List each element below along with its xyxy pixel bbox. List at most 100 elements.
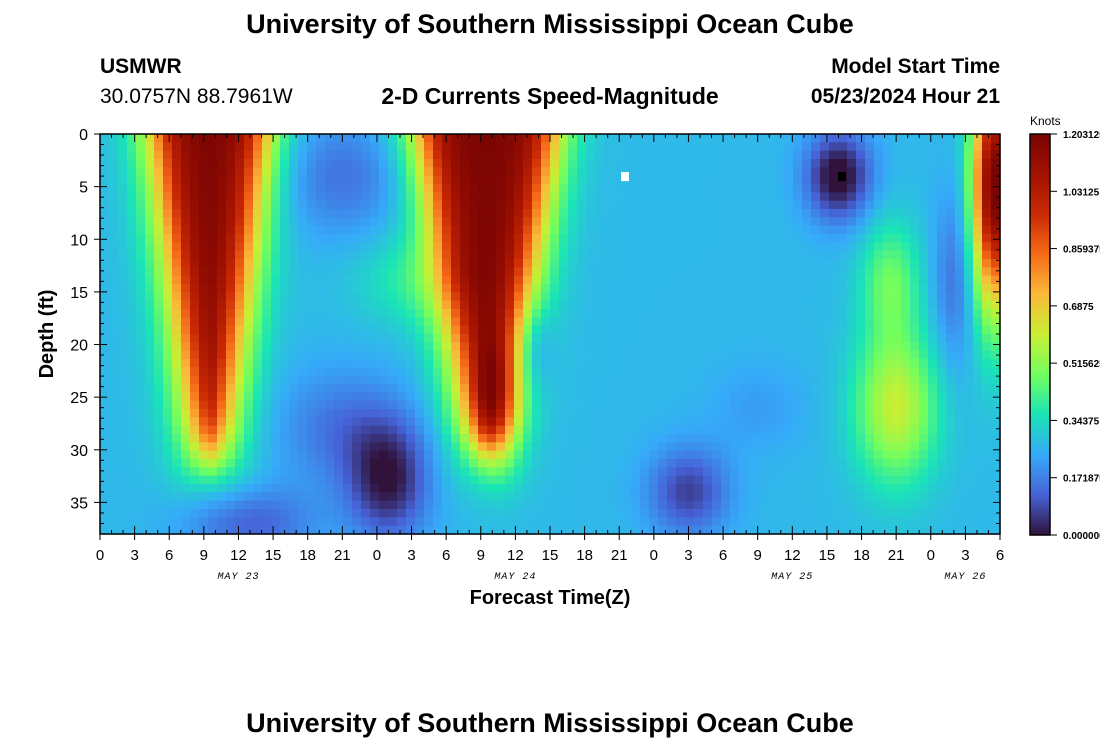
heatmap-cell — [604, 300, 614, 310]
heatmap-cell — [865, 309, 875, 318]
heatmap-cell — [973, 225, 983, 235]
heatmap-cell — [253, 234, 263, 243]
heatmap-cell — [640, 142, 650, 152]
heatmap-cell — [910, 450, 920, 460]
heatmap-cell — [316, 309, 326, 318]
heatmap-cell — [460, 334, 470, 343]
heatmap-cell — [883, 200, 893, 210]
heatmap-cell — [874, 134, 884, 143]
heatmap-cell — [811, 467, 821, 477]
heatmap-cell — [640, 200, 650, 210]
heatmap-cell — [100, 517, 110, 527]
heatmap-cell — [820, 309, 830, 318]
heatmap-cell — [505, 250, 515, 260]
heatmap-cell — [550, 517, 560, 527]
heatmap-cell — [595, 192, 605, 202]
heatmap-cell — [622, 417, 632, 427]
heatmap-cell — [145, 392, 155, 402]
heatmap-cell — [280, 300, 290, 310]
heatmap-cell — [361, 167, 371, 177]
heatmap-cell — [442, 384, 452, 393]
heatmap-cell — [595, 209, 605, 218]
heatmap-cell — [856, 450, 866, 460]
heatmap-cell — [973, 400, 983, 410]
heatmap-cell — [640, 209, 650, 218]
heatmap-cell — [703, 325, 713, 335]
heatmap-cell — [955, 134, 965, 143]
heatmap-cell — [460, 450, 470, 460]
heatmap-cell — [469, 242, 479, 252]
heatmap-cell — [946, 242, 956, 252]
heatmap-cell — [937, 417, 947, 427]
heatmap-cell — [676, 425, 686, 435]
heatmap-cell — [505, 475, 515, 485]
heatmap-cell — [172, 225, 182, 235]
heatmap-cell — [487, 142, 497, 152]
heatmap-cell — [667, 275, 677, 285]
heatmap-cell — [406, 217, 416, 227]
heatmap-cell — [658, 459, 668, 468]
heatmap-cell — [541, 134, 551, 143]
heatmap-cell — [433, 392, 443, 402]
heatmap-cell — [307, 134, 317, 143]
heatmap-cell — [721, 509, 731, 518]
heatmap-cell — [568, 250, 578, 260]
heatmap-cell — [586, 384, 596, 393]
heatmap-cell — [955, 325, 965, 335]
heatmap-cell — [280, 325, 290, 335]
heatmap-cell — [541, 234, 551, 243]
heatmap-cell — [136, 500, 146, 510]
heatmap-cell — [460, 459, 470, 468]
heatmap-cell — [847, 467, 857, 477]
heatmap-cell — [622, 384, 632, 393]
heatmap-cell — [442, 500, 452, 510]
heatmap-cell — [865, 242, 875, 252]
heatmap-cell — [568, 442, 578, 452]
heatmap-cell — [613, 350, 623, 360]
heatmap-cell — [136, 159, 146, 168]
heatmap-cell — [163, 275, 173, 285]
heatmap-cell — [694, 309, 704, 318]
heatmap-cell — [802, 450, 812, 460]
heatmap-cell — [316, 275, 326, 285]
heatmap-cell — [964, 392, 974, 402]
heatmap-cell — [352, 300, 362, 310]
heatmap-cell — [820, 292, 830, 302]
heatmap-cell — [559, 284, 569, 293]
heatmap-cell — [550, 400, 560, 410]
heatmap-cell — [919, 134, 929, 143]
heatmap-cell — [424, 209, 434, 218]
heatmap-cell — [523, 450, 533, 460]
heatmap-cell — [550, 175, 560, 185]
heatmap-cell — [829, 317, 839, 327]
heatmap-cell — [370, 192, 380, 202]
heatmap-cell — [595, 492, 605, 502]
heatmap-cell — [775, 175, 785, 185]
heatmap-cell — [415, 509, 425, 518]
heatmap-cell — [208, 442, 218, 452]
heatmap-cell — [676, 525, 686, 535]
heatmap-cell — [523, 442, 533, 452]
heatmap-cell — [910, 417, 920, 427]
heatmap-cell — [820, 259, 830, 268]
heatmap-cell — [388, 284, 398, 293]
heatmap-cell — [181, 384, 191, 393]
heatmap-cell — [748, 225, 758, 235]
heatmap-cell — [982, 209, 992, 218]
heatmap-cell — [388, 409, 398, 418]
heatmap-cell — [307, 142, 317, 152]
heatmap-cell — [703, 342, 713, 352]
heatmap-cell — [253, 450, 263, 460]
heatmap-cell — [595, 509, 605, 518]
heatmap-cell — [154, 209, 164, 218]
heatmap-cell — [982, 334, 992, 343]
heatmap-cell — [865, 500, 875, 510]
heatmap-cell — [154, 242, 164, 252]
heatmap-cell — [145, 192, 155, 202]
heatmap-cell — [181, 292, 191, 302]
heatmap-cell — [145, 300, 155, 310]
heatmap-cell — [847, 492, 857, 502]
heatmap-cell — [982, 459, 992, 468]
heatmap-cell — [487, 167, 497, 177]
heatmap-cell — [568, 292, 578, 302]
